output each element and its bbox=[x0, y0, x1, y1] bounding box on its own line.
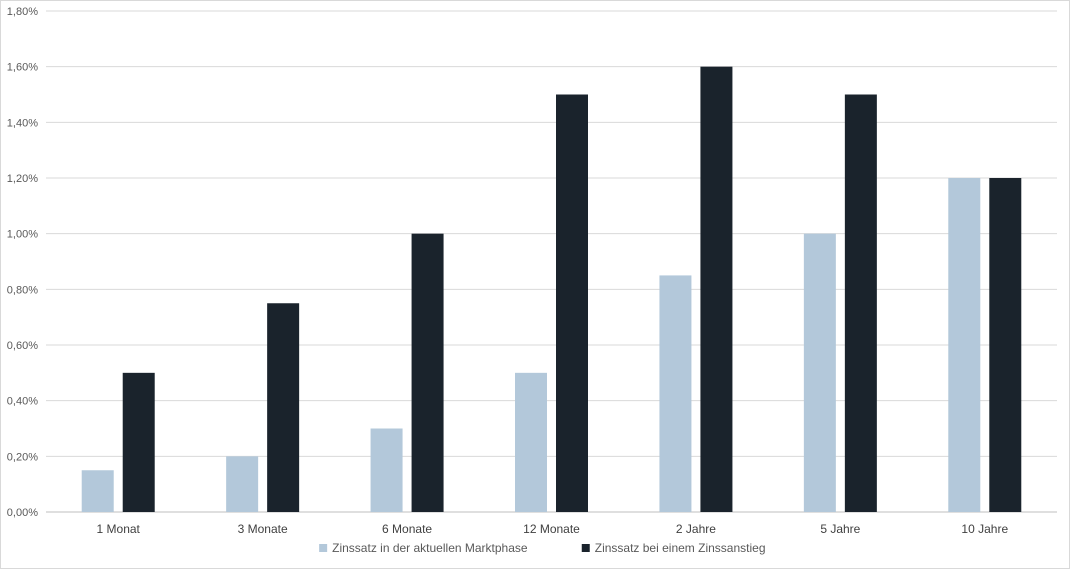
y-tick-label: 0,60% bbox=[7, 340, 38, 352]
y-tick-label: 1,40% bbox=[7, 117, 38, 129]
bar-current-5 bbox=[803, 233, 836, 512]
bar-current-4 bbox=[659, 275, 692, 512]
x-tick-label: 12 Monate bbox=[523, 522, 580, 536]
bar-increase-1 bbox=[267, 303, 300, 512]
bar-increase-3 bbox=[556, 94, 588, 512]
y-tick-label: 1,60% bbox=[7, 62, 38, 74]
bar-current-1 bbox=[226, 456, 259, 512]
y-tick-label: 0,00% bbox=[7, 507, 38, 519]
legend-label-0: Zinssatz in der aktuellen Marktphase bbox=[332, 541, 528, 555]
legend-swatch-0 bbox=[319, 544, 328, 552]
bar-current-6 bbox=[948, 178, 981, 512]
y-tick-label: 1,80% bbox=[7, 6, 38, 18]
bar-increase-2 bbox=[411, 233, 444, 512]
x-tick-label: 5 Jahre bbox=[820, 522, 860, 536]
x-tick-label: 6 Monate bbox=[382, 522, 432, 536]
legend-label-1: Zinssatz bei einem Zinssanstieg bbox=[595, 541, 766, 555]
bar-increase-4 bbox=[700, 66, 733, 513]
bar-increase-0 bbox=[122, 372, 155, 512]
bars bbox=[81, 66, 1022, 513]
gridlines bbox=[46, 10, 1057, 513]
legend-swatch-1 bbox=[581, 544, 590, 552]
bar-increase-5 bbox=[844, 94, 877, 512]
y-tick-label: 1,00% bbox=[7, 229, 38, 241]
y-tick-label: 0,80% bbox=[7, 284, 38, 296]
bar-current-2 bbox=[370, 428, 403, 512]
bar-current-3 bbox=[515, 372, 547, 512]
y-tick-label: 0,40% bbox=[7, 396, 38, 408]
x-tick-label: 1 Monat bbox=[97, 522, 141, 536]
x-axis: 1 Monat 3 Monate 6 Monate 12 Monate 2 Jahre 5… bbox=[97, 522, 1009, 536]
bar-current-0 bbox=[81, 470, 114, 512]
legend: Zinssatz in der aktuellen Marktphase Zins… bbox=[319, 541, 766, 555]
x-tick-label: 3 Monate bbox=[238, 522, 288, 536]
y-tick-label: 0,20% bbox=[7, 451, 38, 463]
y-tick-label: 1,20% bbox=[7, 173, 38, 185]
x-tick-label: 10 Jahre bbox=[961, 522, 1008, 536]
y-axis: 0,00% 0,20% 0,40% 0,60% 0,80% 1,00% 1,20% 1,40%… bbox=[7, 6, 38, 519]
bar-increase-6 bbox=[989, 178, 1022, 512]
x-tick-label: 2 Jahre bbox=[676, 522, 716, 536]
